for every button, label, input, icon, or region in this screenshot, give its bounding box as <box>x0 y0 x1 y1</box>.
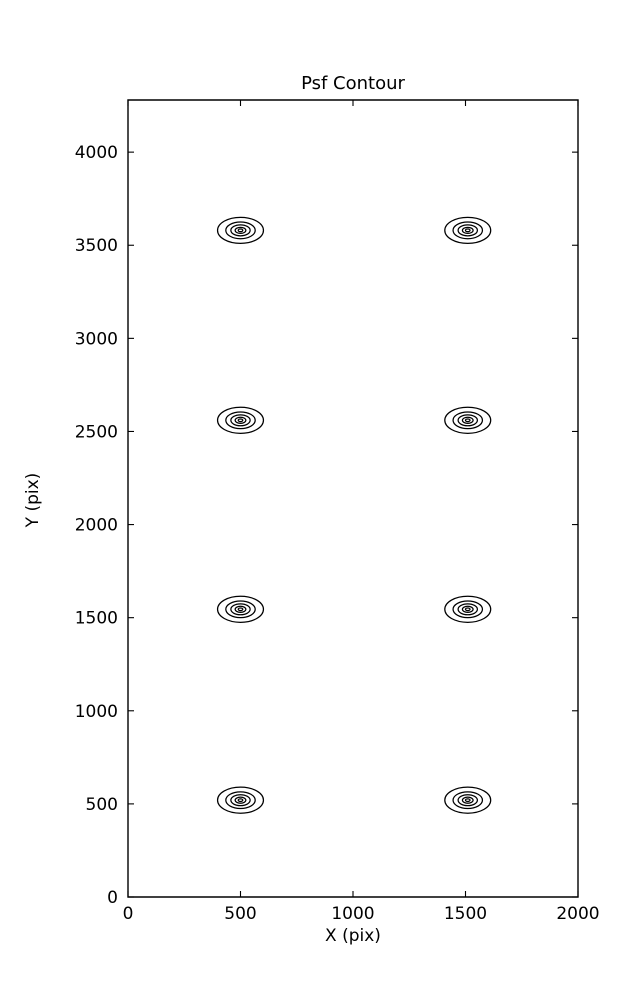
psf-contour-cluster <box>444 786 492 814</box>
contour-level-1 <box>444 595 492 623</box>
x-tick-label: 1500 <box>444 904 487 924</box>
contour-series <box>216 216 492 814</box>
contour-level-5 <box>464 798 471 803</box>
contour-level-5 <box>464 607 471 612</box>
contour-level-2 <box>452 600 484 619</box>
chart-title: Psf Contour <box>301 73 405 94</box>
contour-level-4 <box>461 605 474 613</box>
contour-level-5 <box>237 228 244 233</box>
psf-contour-cluster <box>444 595 492 623</box>
contour-level-2 <box>452 411 484 430</box>
x-tick-label: 1000 <box>331 904 374 924</box>
psf-contour-cluster <box>444 216 492 245</box>
contour-level-5 <box>464 418 471 423</box>
y-tick-label: 3000 <box>75 329 118 349</box>
contour-level-3 <box>457 414 479 427</box>
axes-frame <box>127 99 579 898</box>
psf-contour-cluster <box>444 406 492 434</box>
contour-level-2 <box>452 221 484 240</box>
contour-level-5 <box>237 418 244 423</box>
contour-level-5 <box>464 228 471 233</box>
psf-contour-cluster <box>216 786 265 814</box>
contour-level-1 <box>444 216 492 245</box>
contour-level-4 <box>461 796 474 804</box>
contour-level-1 <box>444 786 492 814</box>
contour-level-1 <box>216 786 265 814</box>
contour-level-1 <box>216 595 265 623</box>
contour-level-1 <box>216 216 265 245</box>
y-tick-label: 2000 <box>75 516 118 536</box>
x-tick-label: 500 <box>224 904 256 924</box>
contour-level-2 <box>225 221 256 240</box>
contour-level-3 <box>457 603 479 616</box>
contour-level-4 <box>461 416 474 424</box>
contour-level-5 <box>237 798 244 803</box>
x-axis-ticks: 0 500 1000 1500 2000 <box>123 100 600 924</box>
contour-level-3 <box>230 414 251 427</box>
y-tick-label: 4000 <box>75 143 118 163</box>
y-tick-label: 0 <box>107 888 118 908</box>
x-tick-label: 0 <box>123 904 134 924</box>
contour-level-4 <box>234 605 247 613</box>
contour-level-2 <box>452 791 484 810</box>
y-tick-label: 2500 <box>75 422 118 442</box>
y-tick-label: 500 <box>86 795 118 815</box>
contour-level-4 <box>234 226 247 235</box>
y-axis-ticks: 0 500 1000 1500 2000 2500 3000 3500 4000 <box>75 143 578 908</box>
contour-level-3 <box>457 224 479 237</box>
x-tick-label: 2000 <box>556 904 599 924</box>
contour-level-3 <box>230 794 251 807</box>
contour-level-3 <box>457 794 479 807</box>
y-tick-label: 1000 <box>75 702 118 722</box>
psf-contour-cluster <box>216 216 265 245</box>
y-axis-label: Y (pix) <box>23 473 43 529</box>
axes-spines <box>127 99 579 898</box>
contour-level-1 <box>444 406 492 434</box>
contour-level-4 <box>234 796 247 804</box>
contour-level-3 <box>230 224 251 237</box>
contour-level-4 <box>234 416 247 424</box>
contour-level-2 <box>225 600 256 619</box>
y-tick-label: 1500 <box>75 609 118 629</box>
contour-level-5 <box>237 607 244 612</box>
contour-level-4 <box>461 226 474 235</box>
contour-level-2 <box>225 791 256 810</box>
psf-contour-cluster <box>216 595 265 623</box>
y-tick-label: 3500 <box>75 236 118 256</box>
contour-level-2 <box>225 411 256 430</box>
psf-contour-cluster <box>216 406 265 434</box>
contour-level-3 <box>230 603 251 616</box>
x-axis-label: X (pix) <box>325 926 381 946</box>
contour-level-1 <box>216 406 265 434</box>
